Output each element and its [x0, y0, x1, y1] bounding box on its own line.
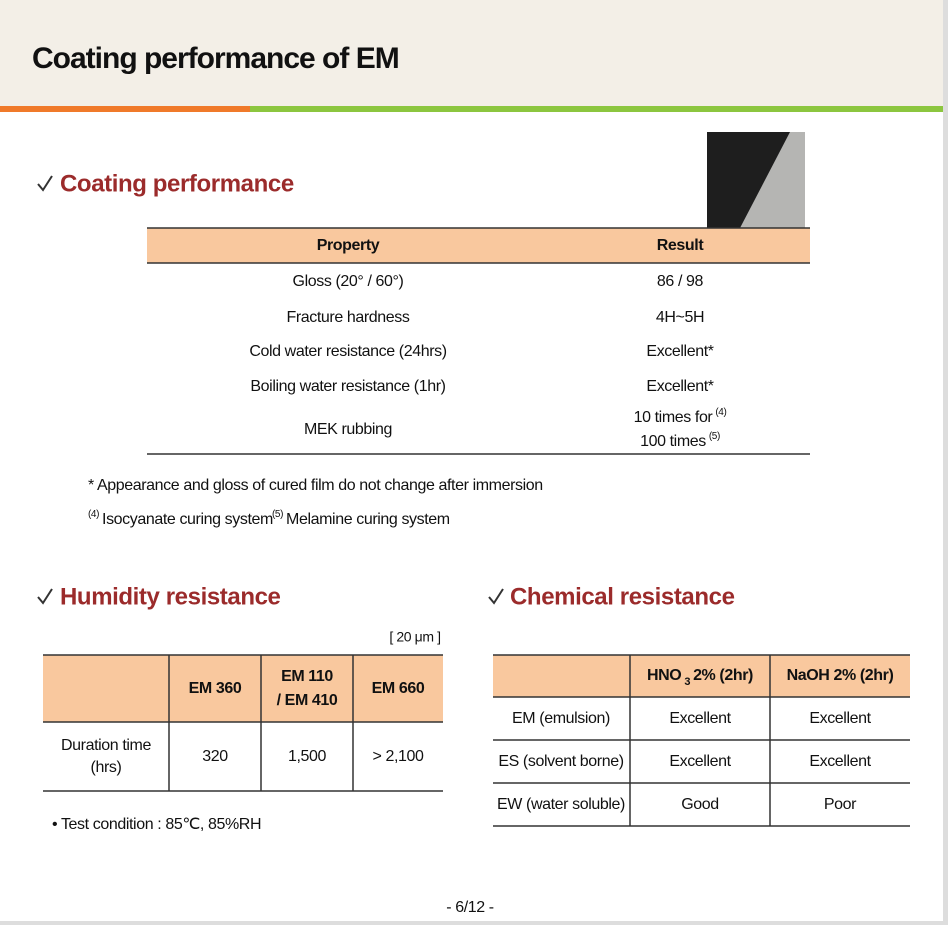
table-cell: 320 [202, 748, 228, 765]
text-run: 10 times for [634, 409, 714, 426]
section-heading: Chemical resistance [510, 583, 735, 610]
page-title: Coating performance of EM [32, 42, 399, 75]
table-grid [43, 654, 443, 792]
table-cell: Boiling water resistance (1hr) [250, 378, 445, 395]
text-run: 100 times [640, 433, 706, 450]
table-cell: Fracture hardness [286, 309, 409, 326]
row-header: EM (emulsion) [512, 710, 610, 727]
header-bar-orange [0, 106, 250, 112]
table-cell: Gloss (20° / 60°) [293, 273, 404, 290]
superscript: (5) [272, 509, 283, 520]
table-cell: Excellent* [646, 343, 713, 360]
section-heading: Humidity resistance [60, 583, 281, 610]
header-bar-green [250, 106, 943, 112]
note: (4) Isocyanate curing system [88, 509, 273, 528]
table-cell: Excellent* [646, 378, 713, 395]
header-band [0, 0, 943, 106]
row-header: ES (solvent borne) [498, 753, 623, 770]
table-cell: Poor [824, 796, 857, 813]
text-run: Isocyanate curing system [102, 511, 273, 528]
right-edge [943, 0, 948, 925]
section-heading: Coating performance [60, 170, 294, 197]
table-cell: Good [681, 796, 719, 813]
note: • Test condition : 85℃, 85%RH [52, 816, 261, 833]
table-cell: 86 / 98 [657, 273, 704, 290]
table-cell: 10 times for (4) [634, 407, 727, 426]
table-cell: Cold water resistance (24hrs) [249, 343, 446, 360]
column-header: Result [657, 237, 705, 254]
table-header-bg [147, 228, 810, 263]
column-header: EM 360 [189, 680, 242, 697]
column-header: HNO 3 2% (2hr) [647, 667, 753, 688]
table-cell: Excellent [809, 753, 871, 770]
table-cell: 100 times (5) [640, 431, 720, 450]
check-icon [488, 588, 504, 605]
text-run: 2% (2hr) [693, 667, 753, 684]
column-header: NaOH 2% (2hr) [787, 667, 894, 684]
table-cell: 1,500 [288, 748, 327, 765]
table-header-bg [493, 655, 910, 697]
table-cell: MEK rubbing [304, 421, 392, 438]
column-header: Property [317, 237, 380, 254]
column-header: EM 110 [281, 668, 333, 685]
table-header-bg [43, 655, 443, 722]
table-grid [493, 654, 910, 827]
table-cell: 4H~5H [656, 309, 704, 326]
row-header: EW (water soluble) [497, 796, 625, 813]
page-number: - 6/12 - [446, 899, 494, 916]
row-header: Duration time [61, 737, 151, 754]
text-run: Melamine curing system [286, 511, 450, 528]
unit-label: [ 20 μm ] [389, 629, 440, 645]
column-header: / EM 410 [277, 692, 338, 709]
superscript: (4) [88, 509, 99, 520]
bottom-edge [0, 921, 948, 925]
superscript: (4) [715, 407, 726, 418]
table-cell: Excellent [809, 710, 871, 727]
subscript: 3 [684, 676, 690, 688]
check-icon [37, 175, 53, 192]
column-header: EM 660 [372, 680, 425, 697]
table-cell: > 2,100 [372, 748, 424, 765]
note: * Appearance and gloss of cured film do … [88, 477, 543, 494]
note: (5) Melamine curing system [272, 509, 450, 528]
table-cell: Excellent [669, 753, 731, 770]
sample-photo [707, 132, 805, 228]
text-run: HNO [647, 667, 681, 684]
check-icon [37, 588, 53, 605]
superscript: (5) [709, 431, 720, 442]
table-cell: Excellent [669, 710, 731, 727]
row-header: (hrs) [91, 759, 122, 776]
